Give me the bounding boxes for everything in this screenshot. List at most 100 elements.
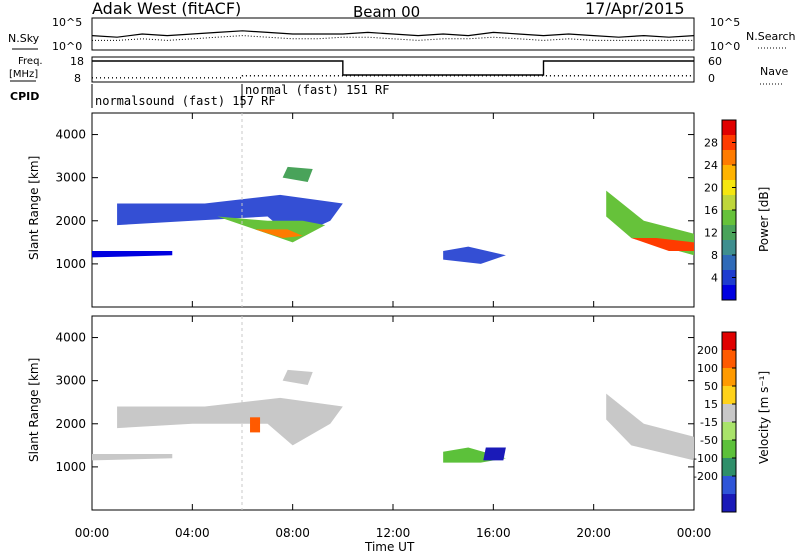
velocity-colorbar-swatch bbox=[722, 386, 736, 405]
velocity-colorbar-swatch bbox=[722, 422, 736, 441]
cpid-annotation-1: normalsound (fast) 157 RF bbox=[95, 94, 276, 108]
power-colorbar-swatch bbox=[722, 240, 736, 256]
velocity-colorbar-tick-label: 50 bbox=[704, 380, 718, 393]
x-tick-label: 08:00 bbox=[275, 526, 310, 540]
power-colorbar-swatch bbox=[722, 165, 736, 181]
velocity-y-label: Slant Range [km] bbox=[27, 358, 41, 462]
velocity-panel: 1000 2000 3000 4000 Slant Range [km] 200 100… bbox=[27, 315, 771, 513]
power-colorbar-swatch bbox=[722, 270, 736, 286]
noise-left-label: N.Sky bbox=[8, 32, 40, 45]
x-tick-label: 20:00 bbox=[576, 526, 611, 540]
power-region-arc-peak bbox=[255, 229, 303, 239]
power-y-label: Slant Range [km] bbox=[27, 156, 41, 260]
power-colorbar: 4 8 12 16 20 24 28 bbox=[704, 119, 737, 301]
power-colorbar-tick-label: 8 bbox=[711, 249, 718, 262]
power-colorbar-swatch bbox=[722, 285, 736, 301]
power-colorbar-tick-label: 4 bbox=[711, 272, 718, 285]
freq-right-tick-high: 60 bbox=[708, 55, 722, 68]
power-colorbar-swatch bbox=[722, 150, 736, 166]
velocity-echo-regions bbox=[92, 369, 694, 463]
freq-left-tick-low: 8 bbox=[74, 72, 81, 85]
power-ytick-label: 2000 bbox=[55, 214, 86, 228]
noise-right-label: N.Search bbox=[746, 30, 796, 43]
date-title: 17/Apr/2015 bbox=[585, 0, 685, 18]
cpid-label: CPID bbox=[10, 90, 39, 103]
noise-panel: N.Sky 10^5 10^0 10^5 10^0 N.Search bbox=[8, 16, 796, 53]
power-colorbar-swatch bbox=[722, 120, 736, 136]
x-tick-label: 00:00 bbox=[75, 526, 110, 540]
power-ytick-label: 1000 bbox=[55, 257, 86, 271]
velocity-colorbar-swatch bbox=[722, 404, 736, 423]
velocity-colorbar-tick-label: -200 bbox=[693, 470, 718, 483]
velocity-colorbar-swatch bbox=[722, 476, 736, 495]
freq-left-tick-high: 18 bbox=[70, 55, 84, 68]
power-colorbar-tick-label: 16 bbox=[704, 204, 718, 217]
nave-series bbox=[92, 75, 694, 79]
velocity-colorbar-swatch bbox=[722, 440, 736, 459]
velocity-region-morning-band bbox=[92, 453, 173, 461]
velocity-ytick-label: 4000 bbox=[55, 331, 86, 345]
noise-right-tick-low: 10^0 bbox=[710, 40, 740, 53]
x-tick-label: 12:00 bbox=[376, 526, 411, 540]
station-title: Adak West (fitACF) bbox=[92, 0, 241, 18]
power-ytick-label: 3000 bbox=[55, 171, 86, 185]
freq-label-line2: [MHz] bbox=[9, 69, 38, 80]
velocity-colorbar-label: Velocity [m s⁻¹] bbox=[757, 371, 771, 464]
velocity-colorbar-tick-label: -15 bbox=[700, 416, 718, 429]
power-colorbar-tick-label: 20 bbox=[704, 182, 718, 195]
time-axis: 00:00 04:00 08:00 12:00 16:00 20:00 00:00 bbox=[75, 113, 712, 540]
cpid-annotation-2: normal (fast) 151 RF bbox=[245, 83, 390, 97]
beam-title: Beam 00 bbox=[353, 3, 420, 21]
velocity-ytick-label: 3000 bbox=[55, 374, 86, 388]
power-colorbar-swatch bbox=[722, 210, 736, 226]
cpid-panel: CPID normalsound (fast) 157 RF normal (f… bbox=[10, 83, 390, 108]
noise-left-tick-low: 10^0 bbox=[52, 40, 82, 53]
freq-right-tick-low: 0 bbox=[708, 72, 715, 85]
power-colorbar-swatch bbox=[722, 195, 736, 211]
power-region-morning-band bbox=[92, 250, 173, 258]
velocity-region-small-patch bbox=[250, 417, 261, 433]
velocity-region-main-arc bbox=[117, 397, 343, 446]
velocity-ytick-label: 2000 bbox=[55, 417, 86, 431]
velocity-colorbar-swatch bbox=[722, 332, 736, 351]
velocity-colorbar-tick-label: -50 bbox=[700, 434, 718, 447]
power-colorbar-swatch bbox=[722, 180, 736, 196]
x-tick-label: 04:00 bbox=[175, 526, 210, 540]
nave-label: Nave bbox=[760, 65, 788, 78]
power-panel: 1000 2000 3000 4000 Slant Range [km] 4 8 12 16… bbox=[27, 112, 771, 308]
power-region-upper-patch bbox=[282, 166, 313, 182]
power-colorbar-tick-label: 24 bbox=[704, 159, 718, 172]
velocity-colorbar-tick-label: 15 bbox=[704, 398, 718, 411]
velocity-colorbar-swatch bbox=[722, 494, 736, 513]
x-axis-label: Time UT bbox=[364, 540, 415, 554]
velocity-colorbar-swatch bbox=[722, 350, 736, 369]
velocity-region-midday-toward bbox=[483, 447, 506, 461]
velocity-colorbar-swatch bbox=[722, 458, 736, 477]
velocity-colorbar-swatch bbox=[722, 368, 736, 387]
x-tick-label: 00:00 bbox=[677, 526, 712, 540]
velocity-colorbar-tick-label: 200 bbox=[697, 344, 718, 357]
power-colorbar-swatch bbox=[722, 135, 736, 151]
power-colorbar-swatch bbox=[722, 225, 736, 241]
noise-frame bbox=[91, 17, 695, 51]
power-colorbar-swatch bbox=[722, 255, 736, 271]
power-region-evening-band bbox=[606, 190, 694, 256]
noise-left-tick-high: 10^5 bbox=[52, 16, 82, 29]
power-echo-regions bbox=[92, 166, 694, 264]
velocity-colorbar: 200 100 50 15 -15 -50 -100 -200 bbox=[693, 331, 737, 513]
power-region-evening-peak bbox=[631, 238, 694, 251]
power-region-midday-patch bbox=[443, 246, 506, 264]
velocity-region-upper-patch bbox=[282, 369, 313, 385]
power-colorbar-tick-label: 12 bbox=[704, 227, 718, 240]
power-ytick-label: 4000 bbox=[55, 128, 86, 142]
noise-right-tick-high: 10^5 bbox=[710, 16, 740, 29]
freq-frame bbox=[91, 56, 695, 83]
velocity-ytick-label: 1000 bbox=[55, 460, 86, 474]
velocity-colorbar-tick-label: 100 bbox=[697, 362, 718, 375]
velocity-region-evening-band bbox=[606, 393, 694, 461]
frequency-panel: Freq. [MHz] 18 8 60 0 Nave bbox=[9, 55, 788, 85]
power-colorbar-tick-label: 28 bbox=[704, 137, 718, 150]
x-tick-label: 16:00 bbox=[476, 526, 511, 540]
velocity-colorbar-tick-label: -100 bbox=[693, 452, 718, 465]
